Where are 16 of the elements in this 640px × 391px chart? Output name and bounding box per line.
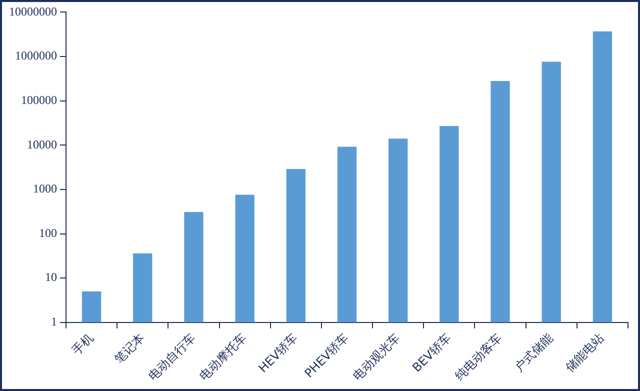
y-tick-label: 10 (45, 270, 57, 284)
x-tick-label: 笔记本 (112, 330, 147, 366)
x-tick-label: 户式储能 (512, 330, 556, 375)
y-tick-label: 10000000 (9, 4, 57, 18)
x-tick-label: 储能电站 (562, 330, 607, 375)
x-tick-label: 电动自行车 (146, 330, 198, 384)
y-tick-label: 1 (51, 314, 57, 329)
x-tick-label: 电动摩托车 (196, 330, 250, 384)
y-tick-label: 1000000 (15, 48, 57, 63)
x-tick-label: 手机 (69, 330, 96, 358)
y-tick-label: 100 (39, 226, 57, 240)
x-tick-label: 纯电动客车 (452, 330, 505, 384)
y-tick-label: 10000 (27, 137, 57, 152)
x-tick-label: 电动观光车 (350, 330, 402, 384)
y-tick-label: 1000 (33, 182, 57, 196)
y-tick-label: 100000 (21, 92, 57, 107)
